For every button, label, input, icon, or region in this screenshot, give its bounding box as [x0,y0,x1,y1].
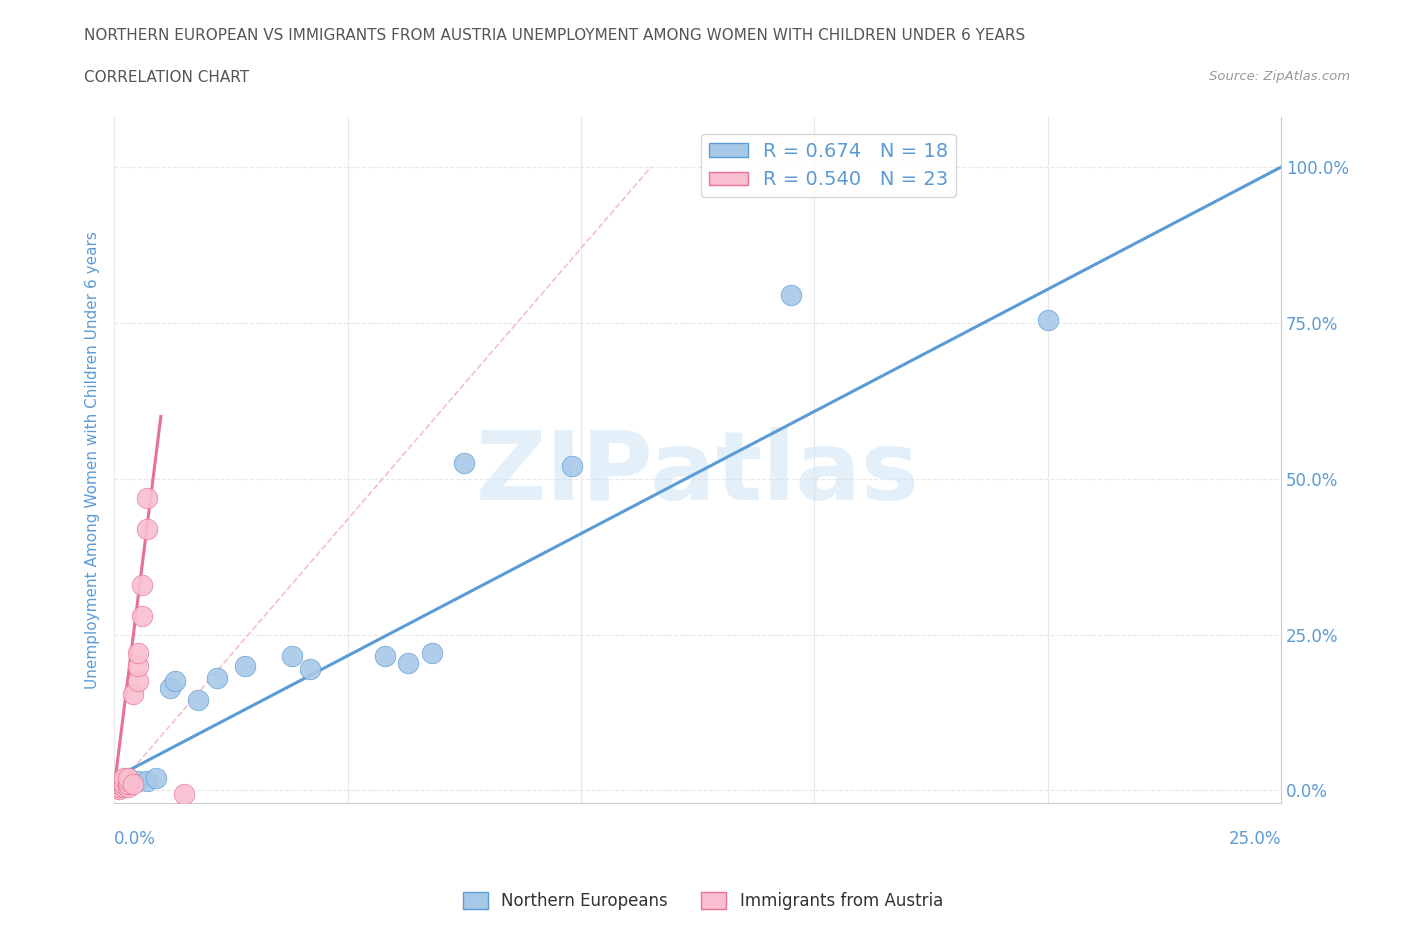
Point [117,780,139,795]
Text: CORRELATION CHART: CORRELATION CHART [84,70,249,85]
Point [108,774,131,789]
Point [131,578,153,592]
Point [205,671,228,685]
Point [127,658,149,673]
Point [121,686,143,701]
Point [396,656,419,671]
Text: 0.0%: 0.0% [114,830,156,848]
Point [112,780,135,795]
Point [233,658,256,673]
Point [135,521,157,536]
Text: ZIPatlas: ZIPatlas [475,427,920,520]
Point [127,646,149,661]
Point [117,774,139,789]
Legend: R = 0.674   N = 18, R = 0.540   N = 23: R = 0.674 N = 18, R = 0.540 N = 23 [702,134,956,197]
Point [121,777,143,791]
Point [420,646,443,661]
Point [108,777,131,791]
Point [127,774,149,789]
Point [108,780,131,795]
Point [135,490,157,505]
Text: 25.0%: 25.0% [1229,830,1281,848]
Point [187,693,209,708]
Point [117,771,139,786]
Point [145,771,167,786]
Point [117,777,139,791]
Point [453,456,475,471]
Point [374,649,396,664]
Point [103,778,125,793]
Point [127,674,149,689]
Point [780,287,803,302]
Point [159,680,181,695]
Point [131,608,153,623]
Text: Source: ZipAtlas.com: Source: ZipAtlas.com [1209,70,1350,83]
Text: NORTHERN EUROPEAN VS IMMIGRANTS FROM AUSTRIA UNEMPLOYMENT AMONG WOMEN WITH CHILD: NORTHERN EUROPEAN VS IMMIGRANTS FROM AUS… [84,28,1025,43]
Y-axis label: Unemployment Among Women with Children Under 6 years: Unemployment Among Women with Children U… [86,232,100,689]
Point [103,780,125,795]
Point [117,771,139,786]
Point [299,661,322,676]
Point [280,649,302,664]
Point [108,781,131,796]
Point [135,774,157,789]
Point [112,777,135,791]
Legend: Northern Europeans, Immigrants from Austria: Northern Europeans, Immigrants from Aust… [457,885,949,917]
Point [1036,312,1059,327]
Point [561,458,583,473]
Point [163,674,186,689]
Point [112,771,135,786]
Point [173,786,195,801]
